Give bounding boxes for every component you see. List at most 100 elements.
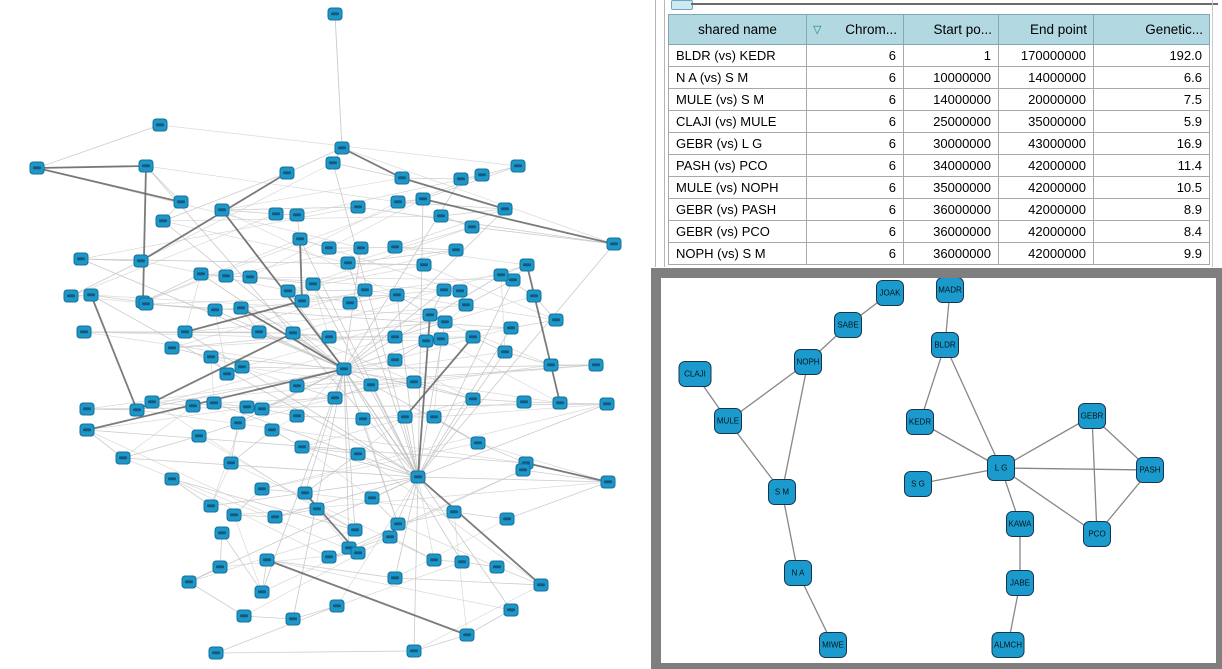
graph-node[interactable] [309, 502, 325, 516]
graph-node[interactable] [254, 402, 270, 416]
graph-node[interactable] [599, 397, 615, 411]
graph-node[interactable] [533, 578, 549, 592]
graph-node[interactable] [164, 341, 180, 355]
overview-network-panel[interactable] [0, 0, 650, 669]
graph-node[interactable] [340, 256, 356, 270]
graph-node[interactable] [406, 644, 422, 658]
graph-node[interactable] [437, 315, 453, 329]
network-node-pash[interactable]: PASH [1136, 457, 1164, 483]
graph-node[interactable] [73, 252, 89, 266]
graph-node[interactable] [416, 258, 432, 272]
graph-node[interactable] [394, 171, 410, 185]
graph-node[interactable] [164, 472, 180, 486]
graph-node[interactable] [588, 358, 604, 372]
graph-node[interactable] [289, 409, 305, 423]
graph-node[interactable] [390, 195, 406, 209]
graph-node[interactable] [387, 571, 403, 585]
graph-node[interactable] [342, 296, 358, 310]
graph-node[interactable] [280, 284, 296, 298]
graph-node[interactable] [254, 482, 270, 496]
graph-node[interactable] [357, 283, 373, 297]
graph-node[interactable] [397, 410, 413, 424]
panel-splitter-line[interactable] [655, 0, 656, 267]
graph-node[interactable] [285, 612, 301, 626]
graph-node[interactable] [63, 289, 79, 303]
graph-node[interactable] [387, 353, 403, 367]
result-network-panel[interactable]: JOAK MADR SABE BLDR NOPH CLAJI MULE KEDR GEBR L G… [661, 278, 1216, 663]
graph-node[interactable] [239, 400, 255, 414]
graph-node[interactable] [503, 321, 519, 335]
graph-node[interactable] [203, 499, 219, 513]
graph-node[interactable] [474, 168, 490, 182]
table-row[interactable]: GEBR (vs) PCO 6 36000000 42000000 8.4 [668, 220, 1210, 243]
graph-node[interactable] [223, 456, 239, 470]
graph-node[interactable] [234, 360, 250, 374]
graph-node[interactable] [264, 423, 280, 437]
table-row[interactable]: MULE (vs) NOPH 6 35000000 42000000 10.5 [668, 176, 1210, 199]
graph-node[interactable] [173, 195, 189, 209]
graph-node[interactable] [292, 232, 308, 246]
graph-node[interactable] [515, 463, 531, 477]
graph-node[interactable] [254, 585, 270, 599]
graph-node[interactable] [350, 546, 366, 560]
graph-node[interactable] [418, 334, 434, 348]
graph-node[interactable] [327, 391, 343, 405]
column-header-start_position[interactable]: Start po... [903, 14, 999, 45]
graph-node[interactable] [325, 156, 341, 170]
graph-node[interactable] [236, 609, 252, 623]
graph-node[interactable] [503, 603, 519, 617]
table-row[interactable]: BLDR (vs) KEDR 6 1 170000000 192.0 [668, 44, 1210, 67]
graph-node[interactable] [218, 269, 234, 283]
graph-node[interactable] [294, 440, 310, 454]
column-header-chromosome[interactable]: ▽ Chrom... [806, 14, 904, 45]
graph-node[interactable] [155, 214, 171, 228]
graph-node[interactable] [191, 429, 207, 443]
graph-node[interactable] [321, 550, 337, 564]
graph-node[interactable] [433, 332, 449, 346]
graph-node[interactable] [543, 358, 559, 372]
graph-node[interactable] [233, 301, 249, 315]
graph-node[interactable] [606, 237, 622, 251]
network-node-n-a[interactable]: N A [784, 560, 812, 586]
graph-node[interactable] [83, 288, 99, 302]
graph-node[interactable] [519, 258, 535, 272]
graph-node[interactable] [321, 241, 337, 255]
graph-node[interactable] [133, 254, 149, 268]
graph-node[interactable] [436, 283, 452, 297]
network-node-mule[interactable]: MULE [714, 408, 742, 434]
graph-node[interactable] [193, 267, 209, 281]
graph-node[interactable] [76, 325, 92, 339]
graph-node[interactable] [548, 313, 564, 327]
graph-node[interactable] [497, 202, 513, 216]
network-node-pco[interactable]: PCO [1083, 521, 1111, 547]
graph-node[interactable] [350, 200, 366, 214]
table-row[interactable]: GEBR (vs) PASH 6 36000000 42000000 8.9 [668, 198, 1210, 221]
network-node-jabe[interactable]: JABE [1006, 570, 1034, 596]
graph-node[interactable] [552, 396, 568, 410]
graph-node[interactable] [297, 486, 313, 500]
graph-node[interactable] [177, 325, 193, 339]
graph-node[interactable] [259, 553, 275, 567]
graph-node[interactable] [600, 475, 616, 489]
graph-node[interactable] [115, 451, 131, 465]
graph-node[interactable] [334, 141, 350, 155]
graph-node[interactable] [203, 350, 219, 364]
graph-node[interactable] [465, 392, 481, 406]
graph-node[interactable] [181, 575, 197, 589]
graph-node[interactable] [458, 298, 474, 312]
graph-node[interactable] [465, 330, 481, 344]
network-node-s-m[interactable]: S M [768, 479, 796, 505]
graph-node[interactable] [493, 268, 509, 282]
graph-node[interactable] [329, 599, 345, 613]
network-node-miwe[interactable]: MIWE [819, 632, 847, 658]
graph-node[interactable] [526, 289, 542, 303]
graph-node[interactable] [327, 7, 343, 21]
network-node-kedr[interactable]: KEDR [906, 409, 934, 435]
network-node-l-g[interactable]: L G [987, 455, 1015, 481]
network-node-madr[interactable]: MADR [936, 278, 964, 303]
graph-node[interactable] [267, 510, 283, 524]
column-header-genetic[interactable]: Genetic... [1093, 14, 1210, 45]
graph-node[interactable] [353, 241, 369, 255]
graph-node[interactable] [470, 436, 486, 450]
graph-node[interactable] [454, 555, 470, 569]
